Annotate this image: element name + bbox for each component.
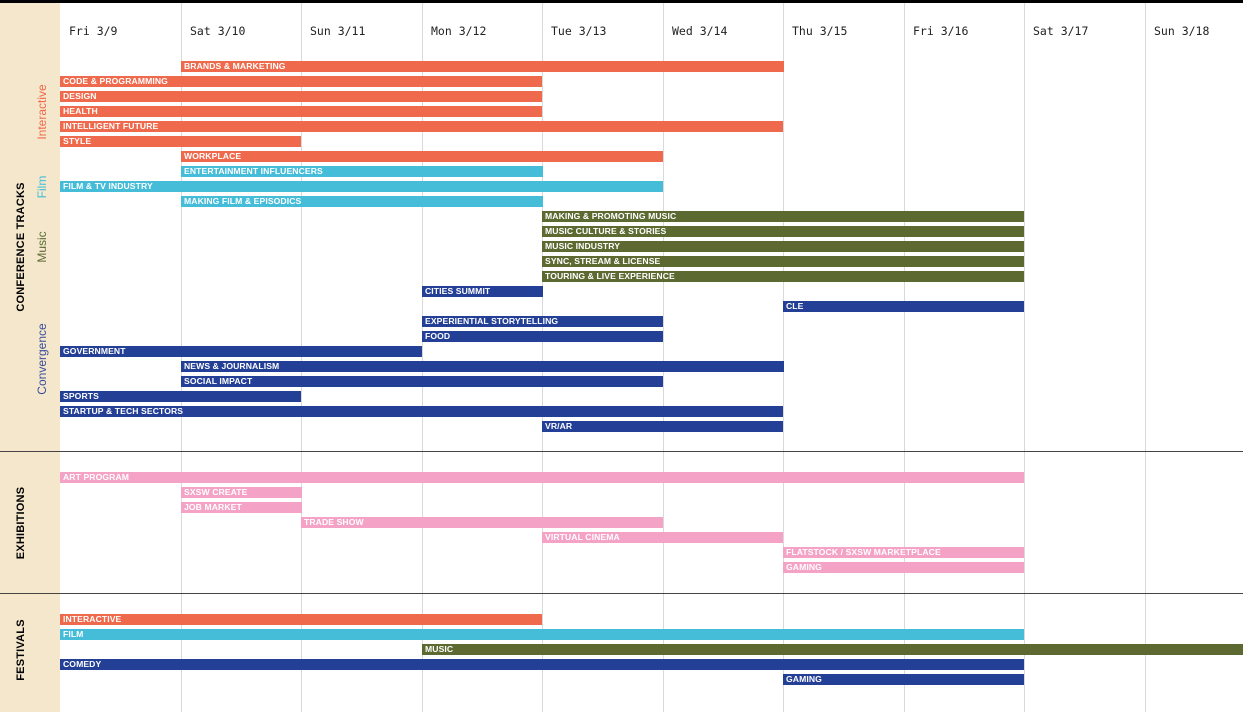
schedule-bar: SXSW CREATE <box>181 487 302 498</box>
day-grid-line <box>1145 3 1146 712</box>
day-grid-line <box>783 3 784 712</box>
group-label: Music <box>35 230 49 263</box>
schedule-bar: VR/AR <box>542 421 783 432</box>
schedule-bar: CLE <box>783 301 1024 312</box>
schedule-bar: SOCIAL IMPACT <box>181 376 663 387</box>
schedule-bar: GAMING <box>783 562 1024 573</box>
day-grid-line <box>181 3 182 712</box>
day-label: Tue 3/13 <box>551 24 607 38</box>
day-grid-line <box>904 3 905 712</box>
sidebar <box>0 0 60 712</box>
top-rule <box>0 0 1243 3</box>
schedule-bar: FILM <box>60 629 1024 640</box>
section-separator <box>0 593 1243 594</box>
day-label: Mon 3/12 <box>431 24 487 38</box>
schedule-bar: GAMING <box>783 674 1024 685</box>
day-label: Sat 3/17 <box>1033 24 1089 38</box>
group-label: Interactive <box>35 83 49 140</box>
schedule-bar: COMEDY <box>60 659 1024 670</box>
day-grid-line <box>542 3 543 712</box>
day-label: Fri 3/16 <box>913 24 969 38</box>
schedule-bar: TRADE SHOW <box>301 517 663 528</box>
day-label: Wed 3/14 <box>672 24 728 38</box>
schedule-bar: DESIGN <box>60 91 542 102</box>
schedule-bar: MUSIC <box>422 644 1243 655</box>
schedule-bar: WORKPLACE <box>181 151 663 162</box>
day-label: Fri 3/9 <box>69 24 118 38</box>
schedule-bar: VIRTUAL CINEMA <box>542 532 783 543</box>
day-label: Sun 3/11 <box>310 24 366 38</box>
schedule-bar: ART PROGRAM <box>60 472 1024 483</box>
schedule-bar: SPORTS <box>60 391 301 402</box>
schedule-bar: ENTERTAINMENT INFLUENCERS <box>181 166 543 177</box>
schedule-bar: MUSIC INDUSTRY <box>542 241 1024 252</box>
schedule-bar: FILM & TV INDUSTRY <box>60 181 663 192</box>
schedule-bar: MAKING FILM & EPISODICS <box>181 196 543 207</box>
schedule-bar: EXPERIENTIAL STORYTELLING <box>422 316 663 327</box>
day-grid-line <box>1024 3 1025 712</box>
schedule-bar: MUSIC CULTURE & STORIES <box>542 226 1024 237</box>
schedule-bar: BRANDS & MARKETING <box>181 61 784 72</box>
group-label: Convergence <box>35 323 49 395</box>
day-label: Sun 3/18 <box>1154 24 1210 38</box>
section-label: CONFERENCE TRACKS <box>15 181 27 312</box>
day-grid-line <box>422 3 423 712</box>
schedule-bar: STARTUP & TECH SECTORS <box>60 406 783 417</box>
schedule-bar: TOURING & LIVE EXPERIENCE <box>542 271 1024 282</box>
schedule-bar: CITIES SUMMIT <box>422 286 543 297</box>
schedule-bar: SYNC, STREAM & LICENSE <box>542 256 1024 267</box>
schedule-bar: INTERACTIVE <box>60 614 542 625</box>
schedule-bar: NEWS & JOURNALISM <box>181 361 784 372</box>
group-label: Film <box>35 175 49 198</box>
schedule-bar: GOVERNMENT <box>60 346 422 357</box>
schedule-bar: STYLE <box>60 136 301 147</box>
section-separator <box>0 451 1243 452</box>
day-grid-line <box>301 3 302 712</box>
section-label: EXHIBITIONS <box>15 486 27 559</box>
day-grid-line <box>663 3 664 712</box>
day-label: Thu 3/15 <box>792 24 848 38</box>
schedule-bar: CODE & PROGRAMMING <box>60 76 542 87</box>
schedule-bar: FOOD <box>422 331 663 342</box>
schedule-bar: MAKING & PROMOTING MUSIC <box>542 211 1024 222</box>
schedule-bar: INTELLIGENT FUTURE <box>60 121 783 132</box>
day-label: Sat 3/10 <box>190 24 246 38</box>
schedule-bar: JOB MARKET <box>181 502 302 513</box>
schedule-bar: FLATSTOCK / SXSW MARKETPLACE <box>783 547 1024 558</box>
schedule-bar: HEALTH <box>60 106 542 117</box>
section-label: FESTIVALS <box>15 618 27 681</box>
